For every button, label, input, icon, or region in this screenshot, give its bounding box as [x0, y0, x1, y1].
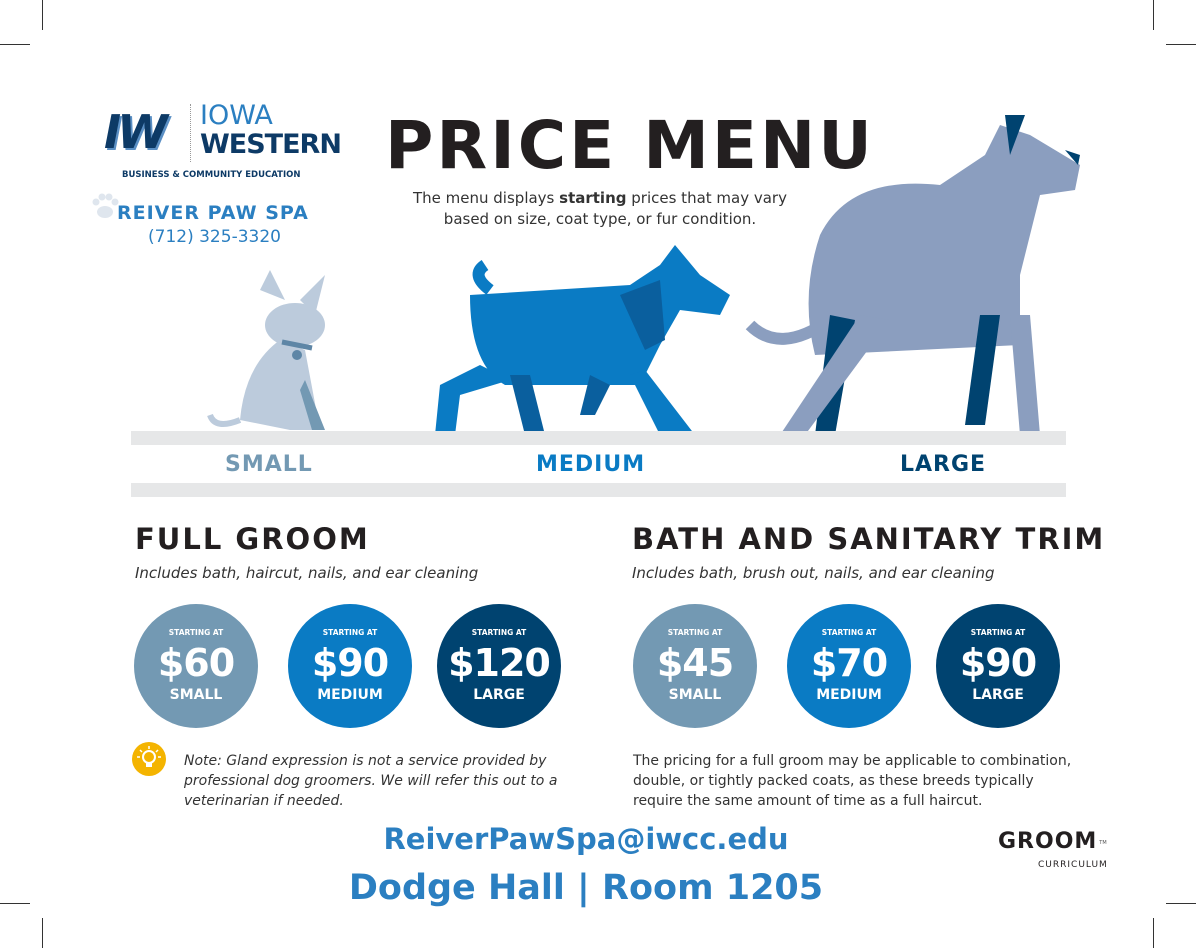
spa-phone: (712) 325-3320	[148, 227, 281, 247]
starting-label: STARTING AT	[471, 628, 527, 637]
size: SMALL	[169, 687, 223, 703]
size-label-medium: MEDIUM	[536, 452, 646, 477]
price: $45	[656, 641, 734, 685]
spa-name: REIVER PAW SPA	[117, 202, 309, 224]
price: $90	[959, 641, 1037, 685]
groom-curriculum-logo: GROOM TM CURRICULUM	[998, 830, 1133, 876]
logo-line2: WESTERN	[200, 129, 342, 160]
ground-band	[131, 431, 1066, 445]
starting-label: STARTING AT	[168, 628, 224, 637]
crop-mark	[1153, 918, 1154, 948]
price-circle-small: STARTING AT $45 SMALL	[633, 604, 757, 728]
paw-icon	[90, 192, 120, 222]
size: MEDIUM	[317, 687, 383, 703]
groom-logo-sub: CURRICULUM	[1038, 860, 1108, 870]
logo-line1: IOWA	[200, 100, 273, 131]
price-circle-large: STARTING AT $90 LARGE	[936, 604, 1060, 728]
size: LARGE	[473, 687, 525, 703]
small-dog-illustration	[207, 270, 325, 430]
crop-mark	[42, 0, 43, 30]
crop-mark	[0, 903, 30, 904]
contact-location: Dodge Hall | Room 1205	[348, 868, 824, 908]
medium-dog-illustration	[435, 245, 730, 435]
crop-mark	[1153, 0, 1154, 30]
lightbulb-icon	[132, 742, 166, 776]
size-label-large: LARGE	[900, 452, 987, 477]
starting-label: STARTING AT	[821, 628, 877, 637]
iw-logo-mark: IW	[104, 105, 168, 159]
ground-band	[131, 483, 1066, 497]
size: SMALL	[668, 687, 722, 703]
price-circle-large: STARTING AT $120 LARGE	[437, 604, 561, 728]
bath-description: Includes bath, brush out, nails, and ear…	[632, 564, 995, 582]
gland-note: Note: Gland expression is not a service …	[184, 753, 558, 809]
full-groom-description: Includes bath, haircut, nails, and ear c…	[135, 564, 479, 582]
price-circle-small: STARTING AT $60 SMALL	[134, 604, 258, 728]
coat-note: The pricing for a full groom may be appl…	[633, 753, 1072, 809]
subtitle-text: prices that may vary based on size, coat…	[443, 189, 787, 228]
groom-logo-tm: TM	[1099, 840, 1107, 846]
price-circle-medium: STARTING AT $70 MEDIUM	[787, 604, 911, 728]
crop-mark	[1166, 903, 1196, 904]
starting-label: STARTING AT	[970, 628, 1026, 637]
groom-logo-word: GROOM	[998, 829, 1098, 854]
logo-divider	[190, 104, 191, 162]
starting-label: STARTING AT	[322, 628, 378, 637]
price: $60	[157, 641, 235, 685]
crop-mark	[0, 44, 30, 45]
starting-label: STARTING AT	[667, 628, 723, 637]
crop-mark	[1166, 44, 1196, 45]
full-groom-title: FULL GROOM	[135, 522, 370, 556]
logo-tagline: BUSINESS & COMMUNITY EDUCATION	[122, 170, 301, 180]
contact-email[interactable]: ReiverPawSpa@iwcc.edu	[383, 822, 789, 856]
subtitle-text: The menu displays	[413, 189, 560, 207]
bath-title: BATH AND SANITARY TRIM	[632, 522, 1106, 556]
size: LARGE	[972, 687, 1024, 703]
page-title: PRICE MENU	[385, 107, 875, 184]
price-circle-medium: STARTING AT $90 MEDIUM	[288, 604, 412, 728]
size-label-small: SMALL	[225, 452, 313, 477]
crop-mark	[42, 918, 43, 948]
price: $90	[311, 641, 389, 685]
price: $70	[810, 641, 888, 685]
subtitle-bold: starting	[559, 189, 627, 207]
size: MEDIUM	[816, 687, 882, 703]
large-dog-illustration	[745, 115, 1080, 435]
subtitle: The menu displays starting prices that m…	[390, 188, 810, 230]
price: $120	[448, 641, 551, 685]
